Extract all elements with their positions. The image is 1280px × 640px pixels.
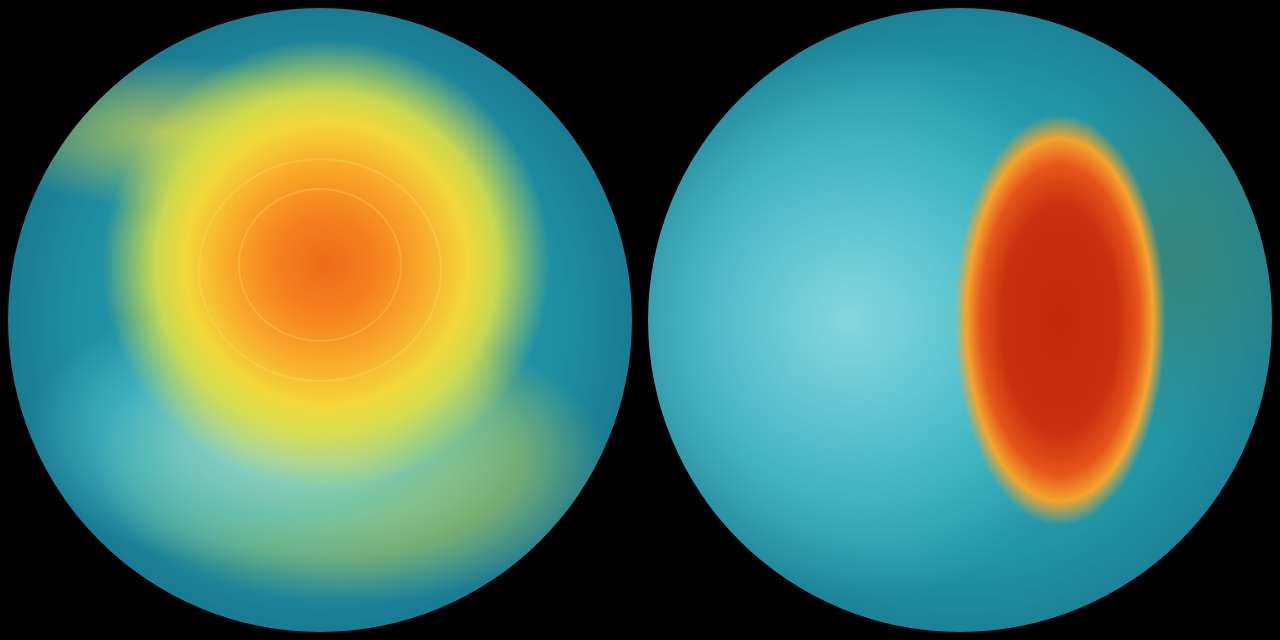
globe-limb-shading xyxy=(648,8,1272,632)
right-globe-visualization xyxy=(648,8,1272,632)
globe-limb-shading xyxy=(8,8,632,632)
left-globe-visualization xyxy=(8,8,632,632)
